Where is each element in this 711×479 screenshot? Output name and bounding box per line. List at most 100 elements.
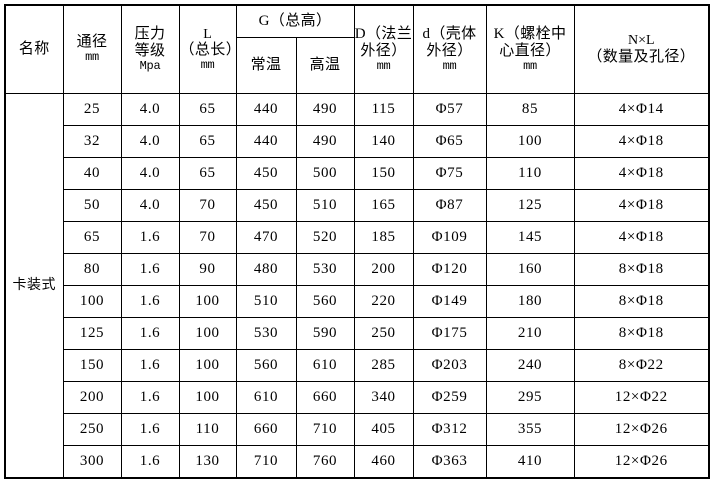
cell-holes: 4×Φ18 xyxy=(573,221,710,254)
cell-height-high: 760 xyxy=(295,445,355,479)
table-row: 卡装式 25 4.0 65 440 490 115 Φ57 85 4×Φ14 xyxy=(4,93,710,479)
column-header-bolt-circle: K（螺栓中 心直径） mm xyxy=(485,4,575,94)
cell-height-high: 710 xyxy=(295,413,355,446)
cell-shell-od: Φ175 xyxy=(412,317,487,350)
cell-bore: 40 xyxy=(62,157,122,190)
column-header-shell-od-line2: 外径） xyxy=(426,42,473,59)
table-row: 125 1.6 100 530 590 250 Φ175 210 8×Φ18 xyxy=(5,317,710,350)
column-header-pressure-line1: 压力 xyxy=(134,25,166,42)
cell-length: 100 xyxy=(178,317,237,350)
cell-bolt-circle: 240 xyxy=(485,349,575,382)
cell-flange-od: 405 xyxy=(353,413,414,446)
cell-holes: 4×Φ18 xyxy=(573,189,710,222)
cell-bolt-circle: 145 xyxy=(485,221,575,254)
cell-height-normal: 480 xyxy=(235,253,297,286)
header-row-bottom: 常温 高温 xyxy=(5,37,709,94)
cell-shell-od: Φ203 xyxy=(412,349,487,382)
cell-bolt-circle: 180 xyxy=(485,285,575,318)
cell-height-normal: 530 xyxy=(235,317,297,350)
cell-pressure: 4.0 xyxy=(120,93,180,126)
column-header-height-high: 高温 xyxy=(295,37,355,94)
header-row-top: 名称 通径 mm 压力 等级 Mpa L （总长） mm G（总高） D（法兰 … xyxy=(4,4,710,94)
cell-holes: 4×Φ14 xyxy=(573,93,710,126)
cell-bore: 100 xyxy=(62,285,122,318)
column-header-length: L （总长） mm xyxy=(178,4,242,94)
cell-bore: 150 xyxy=(62,349,122,382)
cell-pressure: 4.0 xyxy=(120,189,180,222)
cell-height-high: 560 xyxy=(295,285,355,318)
table-row: 32 4.0 65 440 490 140 Φ65 100 4×Φ18 xyxy=(5,125,710,158)
cell-height-normal: 610 xyxy=(235,381,297,414)
cell-height-normal: 450 xyxy=(235,189,297,222)
table-row: 300 1.6 130 710 760 460 Φ363 410 12×Φ26 xyxy=(5,445,710,479)
column-header-pressure-line2: 等级 xyxy=(134,42,166,59)
cell-bolt-circle: 355 xyxy=(485,413,575,446)
column-header-flange-od-unit: mm xyxy=(376,58,391,73)
cell-bolt-circle: 210 xyxy=(485,317,575,350)
cell-height-high: 660 xyxy=(295,381,355,414)
column-header-height-high-text: 高温 xyxy=(309,57,341,74)
specification-table: 名称 通径 mm 压力 等级 Mpa L （总长） mm G（总高） D（法兰 … xyxy=(4,4,710,479)
cell-bore: 125 xyxy=(62,317,122,350)
column-header-shell-od-unit: mm xyxy=(442,58,457,73)
cell-shell-od: Φ363 xyxy=(412,445,487,479)
cell-height-high: 520 xyxy=(295,221,355,254)
cell-height-high: 530 xyxy=(295,253,355,286)
cell-bolt-circle: 110 xyxy=(485,157,575,190)
cell-pressure: 1.6 xyxy=(120,253,180,286)
cell-pressure: 1.6 xyxy=(120,221,180,254)
table-header: 名称 通径 mm 压力 等级 Mpa L （总长） mm G（总高） D（法兰 … xyxy=(4,4,710,94)
column-header-bore-text: 通径 xyxy=(76,34,108,51)
table-row: 40 4.0 65 450 500 150 Φ75 110 4×Φ18 xyxy=(5,157,710,190)
column-header-holes: N×L （数量及孔径） xyxy=(573,4,710,94)
column-header-length-text: （总长） xyxy=(179,42,242,59)
cell-height-normal: 510 xyxy=(235,285,297,318)
column-header-name: 名称 xyxy=(4,4,64,94)
cell-length: 100 xyxy=(178,349,237,382)
cell-pressure: 1.6 xyxy=(120,413,180,446)
cell-bore: 25 xyxy=(62,93,122,126)
cell-holes: 8×Φ22 xyxy=(573,349,710,382)
column-header-flange-od-line1: D（法兰 xyxy=(354,25,413,42)
cell-shell-od: Φ312 xyxy=(412,413,487,446)
cell-length: 70 xyxy=(178,189,237,222)
cell-bore: 200 xyxy=(62,381,122,414)
column-header-length-symbol: L xyxy=(203,26,212,42)
cell-bolt-circle: 410 xyxy=(485,445,575,479)
column-header-length-unit: mm xyxy=(200,58,215,73)
cell-bore: 80 xyxy=(62,253,122,286)
cell-pressure: 4.0 xyxy=(120,157,180,190)
cell-bore: 250 xyxy=(62,413,122,446)
cell-length: 65 xyxy=(178,157,237,190)
row-group-label: 卡装式 xyxy=(4,93,64,479)
cell-pressure: 1.6 xyxy=(120,445,180,479)
cell-length: 90 xyxy=(178,253,237,286)
column-header-pressure-unit: Mpa xyxy=(139,58,161,73)
cell-length: 100 xyxy=(178,381,237,414)
cell-length: 100 xyxy=(178,285,237,318)
cell-flange-od: 115 xyxy=(353,93,414,126)
column-header-flange-od: D（法兰 外径） mm xyxy=(353,4,414,94)
cell-holes: 4×Φ18 xyxy=(573,125,710,158)
cell-flange-od: 340 xyxy=(353,381,414,414)
table-row: 200 1.6 100 610 660 340 Φ259 295 12×Φ22 xyxy=(5,381,710,414)
cell-bolt-circle: 160 xyxy=(485,253,575,286)
cell-flange-od: 165 xyxy=(353,189,414,222)
column-header-height-normal: 常温 xyxy=(235,37,297,94)
cell-height-normal: 560 xyxy=(235,349,297,382)
table-row: 50 4.0 70 450 510 165 Φ87 125 4×Φ18 xyxy=(5,189,710,222)
cell-holes: 8×Φ18 xyxy=(573,253,710,286)
cell-height-high: 500 xyxy=(295,157,355,190)
table-row: 150 1.6 100 560 610 285 Φ203 240 8×Φ22 xyxy=(5,349,710,382)
cell-holes: 4×Φ18 xyxy=(573,157,710,190)
table-row: 80 1.6 90 480 530 200 Φ120 160 8×Φ18 xyxy=(5,253,710,286)
column-header-flange-od-line2: 外径） xyxy=(360,42,407,59)
cell-bolt-circle: 85 xyxy=(485,93,575,126)
cell-length: 110 xyxy=(178,413,237,446)
column-header-bolt-circle-line2: 心直径） xyxy=(499,42,561,59)
cell-height-high: 510 xyxy=(295,189,355,222)
cell-holes: 12×Φ22 xyxy=(573,381,710,414)
column-header-height-normal-text: 常温 xyxy=(250,57,282,74)
cell-shell-od: Φ109 xyxy=(412,221,487,254)
cell-holes: 12×Φ26 xyxy=(573,413,710,446)
